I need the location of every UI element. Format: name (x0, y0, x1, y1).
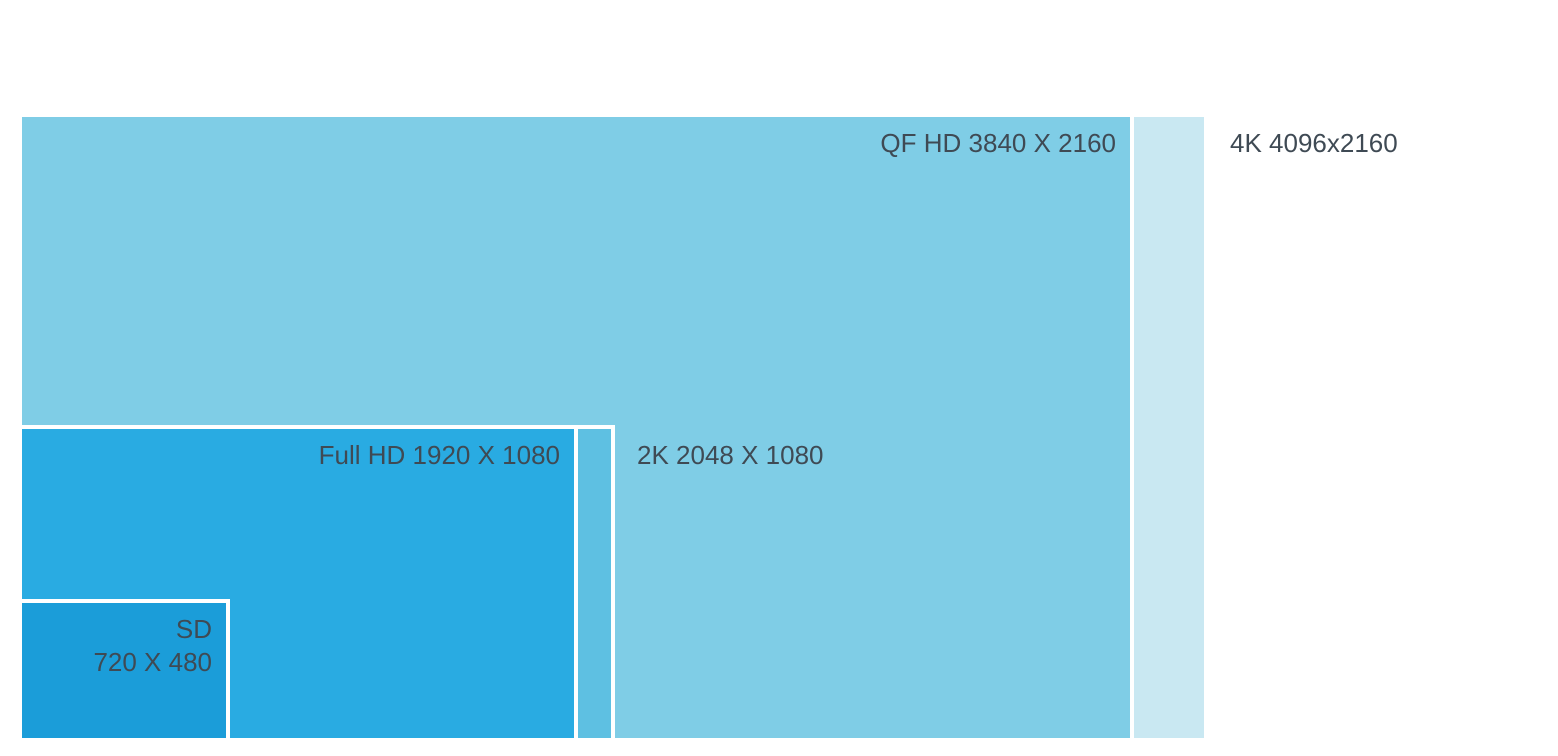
res-label-qfhd: QF HD 3840 X 2160 (880, 127, 1116, 160)
resolution-diagram: 4K 4096x2160 QF HD 3840 X 2160 2K 2048 X 1… (0, 0, 1558, 756)
res-label-2k: 2K 2048 X 1080 (637, 439, 824, 472)
res-label-4k: 4K 4096x2160 (1230, 127, 1398, 160)
res-label-sd: SD 720 X 480 (93, 613, 212, 679)
res-label-fullhd: Full HD 1920 X 1080 (319, 439, 560, 472)
